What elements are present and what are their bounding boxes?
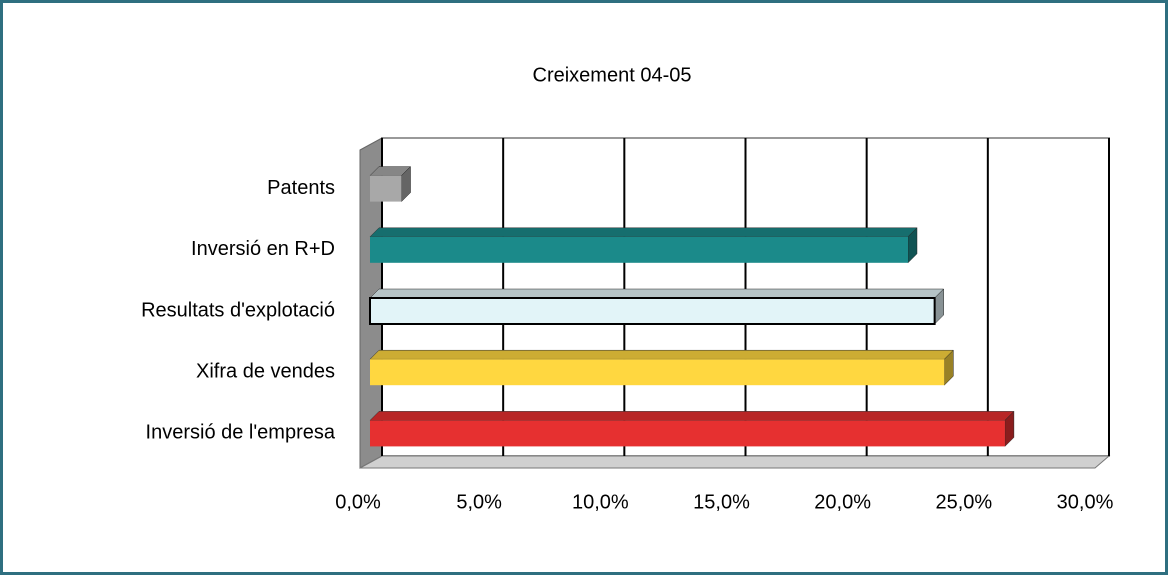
- x-tick-label: 5,0%: [456, 491, 502, 513]
- chart-title: Creixement 04-05: [533, 64, 692, 86]
- bar: [370, 175, 402, 202]
- x-tick-label: 25,0%: [935, 491, 992, 513]
- y-tick-label: Inversió en R+D: [191, 238, 335, 260]
- bar: [370, 420, 1005, 447]
- bar: [369, 297, 936, 325]
- y-tick-label: Patents: [267, 177, 335, 199]
- y-tick-label: Resultats d'explotació: [141, 299, 335, 321]
- floor: [359, 455, 1111, 469]
- bar-top: [369, 227, 918, 238]
- bar-top: [369, 349, 954, 360]
- y-tick-label: Inversió de l'empresa: [146, 422, 336, 444]
- bar-top: [369, 411, 1015, 421]
- y-tick-label: Xifra de vendes: [196, 360, 335, 382]
- x-tick-label: 20,0%: [814, 491, 871, 513]
- bar: [370, 236, 908, 263]
- x-tick-label: 0,0%: [335, 491, 381, 513]
- bar-top: [369, 288, 945, 299]
- x-tick-label: 15,0%: [693, 491, 750, 513]
- x-tick-label: 30,0%: [1057, 491, 1114, 513]
- x-tick-label: 10,0%: [572, 491, 629, 513]
- bar: [370, 359, 945, 386]
